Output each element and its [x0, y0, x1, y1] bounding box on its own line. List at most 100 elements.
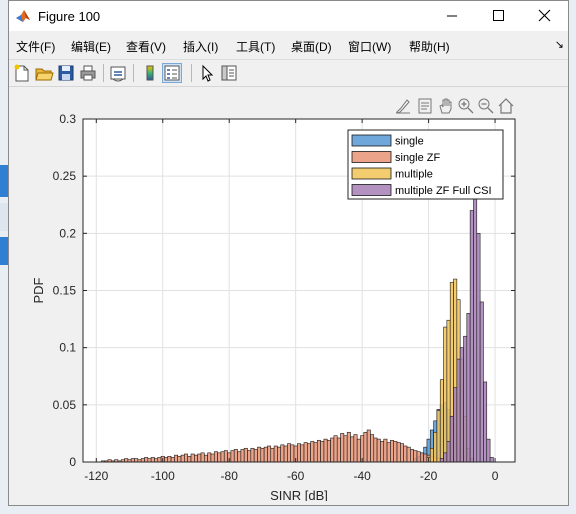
histogram-bar: [283, 445, 288, 463]
menu-desktop[interactable]: 桌面(D): [291, 40, 332, 54]
histogram-bar: [147, 458, 152, 463]
desktop-window-edge: [0, 203, 10, 231]
histogram-bar: [333, 435, 338, 463]
histogram-bar: [410, 449, 414, 463]
histogram-bar: [237, 451, 242, 463]
histogram-bar: [466, 313, 471, 463]
edit-plot-button[interactable]: [197, 63, 217, 83]
histogram-bar: [446, 319, 451, 463]
y-tick-label: 0.3: [59, 112, 76, 126]
histogram-bar: [140, 458, 145, 463]
y-tick-label: 0.15: [53, 284, 77, 298]
histogram-bar: [473, 187, 478, 463]
histogram-bar: [396, 442, 401, 463]
histogram-bar: [207, 452, 212, 463]
new-figure-button[interactable]: [12, 63, 32, 83]
histogram-bar: [323, 438, 328, 463]
menu-window[interactable]: 窗口(W): [348, 40, 392, 54]
histogram-bar: [326, 439, 331, 463]
histogram-bar: [180, 454, 185, 463]
histogram-bar: [443, 326, 448, 463]
legend-button[interactable]: [162, 63, 182, 83]
histogram-bar: [190, 453, 195, 463]
save-button[interactable]: [56, 63, 76, 83]
histogram-bar: [419, 452, 424, 463]
data-tip-icon[interactable]: [416, 97, 434, 115]
histogram-bar: [310, 441, 315, 463]
menu-file[interactable]: 文件(F): [16, 40, 56, 54]
menu-insert[interactable]: 插入(I): [183, 40, 219, 54]
histogram-bar: [220, 451, 225, 463]
colorbar-button[interactable]: [140, 63, 160, 83]
histogram-bar: [439, 458, 444, 463]
histogram-bar: [423, 453, 428, 463]
histogram-bar: [243, 447, 248, 463]
histogram-bar: [257, 446, 262, 463]
histogram-bar: [290, 444, 295, 463]
histogram-bar: [406, 446, 411, 463]
histogram-bar: [124, 458, 129, 463]
histogram-bar: [340, 433, 345, 463]
histogram-bar: [134, 458, 139, 463]
histogram-bar: [230, 450, 235, 463]
histogram-bar: [194, 454, 198, 463]
figure-window: Figure 100 文件(F) 编辑(E) 查看(V) 插入(I) 工具(T)…: [8, 0, 569, 506]
link-icon: [110, 66, 126, 82]
histogram-bar: [376, 438, 381, 463]
menu-bar: 文件(F) 编辑(E) 查看(V) 插入(I) 工具(T) 桌面(D) 窗口(W…: [9, 32, 568, 56]
minimize-button[interactable]: [429, 1, 475, 31]
maximize-button[interactable]: [475, 1, 521, 31]
histogram-bar: [247, 450, 252, 463]
histogram-bar: [479, 301, 484, 463]
legend[interactable]: single single ZF multiple multiple ZF Full …: [347, 129, 504, 200]
legend-swatch: [351, 151, 392, 163]
histogram-bar: [270, 447, 275, 463]
property-inspector-button[interactable]: [219, 63, 239, 83]
legend-label: multiple: [395, 169, 433, 181]
histogram-bar: [469, 210, 474, 463]
colorbar-icon: [146, 65, 154, 81]
histogram-bar: [150, 457, 155, 463]
x-tick-label: -100: [151, 469, 175, 483]
menu-help[interactable]: 帮助(H): [409, 40, 450, 54]
property-inspector-icon: [221, 65, 237, 81]
histogram-bar: [380, 441, 385, 463]
histogram-bar: [350, 436, 355, 463]
menu-edit[interactable]: 编辑(E): [71, 40, 111, 54]
histogram-bar: [449, 415, 454, 463]
toolbar-separator: [133, 64, 134, 82]
menu-overflow-icon[interactable]: ↘: [554, 39, 564, 51]
legend-icon: [164, 65, 180, 81]
title-bar[interactable]: Figure 100: [9, 1, 568, 31]
legend-swatch: [351, 134, 392, 147]
y-tick-label: 0.1: [59, 341, 76, 355]
x-tick-label: -60: [287, 469, 305, 483]
histogram-bar: [240, 449, 245, 463]
close-button[interactable]: [521, 1, 567, 31]
menu-view[interactable]: 查看(V): [126, 40, 166, 54]
tick-labels: -120 -100 -80 -60 -40 -20 0 0 0.05 0.1 0.15 0.2 0.25…: [53, 112, 515, 483]
histogram-bar: [393, 441, 398, 463]
histogram-bar: [386, 442, 391, 463]
histogram-bar: [277, 446, 282, 463]
open-file-button[interactable]: [34, 63, 54, 83]
brush-icon[interactable]: [394, 97, 412, 115]
toolbar-separator: [103, 64, 104, 82]
open-file-icon: [35, 68, 54, 81]
zoom-out-icon[interactable]: [477, 97, 495, 115]
histogram-bar: [213, 451, 218, 463]
print-button[interactable]: [78, 63, 98, 83]
histogram-bar: [416, 451, 421, 463]
histogram-bar: [300, 444, 305, 463]
zoom-in-icon[interactable]: [457, 97, 475, 115]
link-plot-button[interactable]: [108, 63, 128, 83]
home-icon[interactable]: [497, 97, 515, 115]
pointer-icon: [202, 64, 214, 82]
print-icon: [80, 65, 96, 81]
menu-tools[interactable]: 工具(T): [236, 40, 276, 54]
histogram-bar: [164, 457, 169, 463]
histogram-bar: [363, 431, 368, 463]
histogram-bar: [287, 443, 291, 463]
pan-hand-icon[interactable]: [437, 97, 455, 115]
histogram-bar: [446, 441, 451, 463]
